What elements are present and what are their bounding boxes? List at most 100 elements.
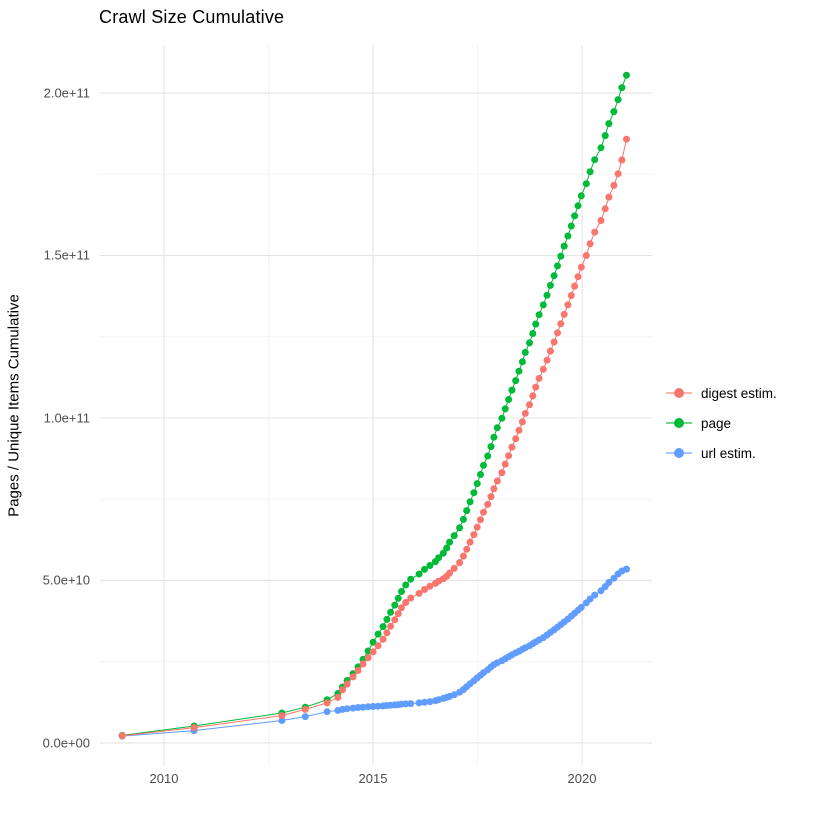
data-point <box>610 108 618 116</box>
data-point <box>577 603 585 611</box>
data-point <box>601 132 609 140</box>
data-point <box>415 589 423 597</box>
data-point <box>435 554 443 562</box>
data-point <box>618 156 626 164</box>
data-point <box>605 193 613 201</box>
data-point <box>564 301 572 309</box>
legend-dot-icon <box>674 418 684 428</box>
legend-key-url-estim <box>666 446 692 460</box>
data-point <box>618 84 626 92</box>
data-point <box>402 599 410 606</box>
data-point <box>539 301 547 309</box>
data-point <box>505 396 513 403</box>
data-point <box>554 329 561 337</box>
legend-label-digest-estim: digest estim. <box>701 385 777 401</box>
data-point <box>407 575 415 583</box>
data-point <box>529 392 537 400</box>
data-point <box>582 180 590 188</box>
data-point <box>591 156 599 164</box>
data-point <box>402 700 410 708</box>
data-point <box>515 367 523 375</box>
data-point <box>512 435 520 443</box>
data-point <box>518 418 526 426</box>
series-line-0 <box>122 139 627 737</box>
data-point <box>505 452 513 460</box>
data-point <box>487 493 495 501</box>
data-point <box>387 608 395 616</box>
data-point <box>450 532 458 540</box>
data-point <box>560 242 568 250</box>
y-tick-label-4: 2.0e+11 <box>43 85 90 101</box>
data-point <box>364 654 372 662</box>
data-point <box>501 460 509 468</box>
y-axis-title: Pages / Unique Items Cumulative <box>5 294 23 517</box>
chart-title: Crawl Size Cumulative <box>99 7 285 27</box>
x-tick-label-2015: 2015 <box>358 771 388 786</box>
data-point <box>334 693 342 701</box>
data-point <box>301 713 309 721</box>
y-tick-label-1: 5.0e+10 <box>42 572 90 588</box>
data-point <box>490 433 498 441</box>
data-point <box>601 205 609 213</box>
data-point <box>349 673 357 681</box>
data-point <box>398 588 405 595</box>
data-point <box>473 480 481 488</box>
data-point <box>605 120 613 128</box>
data-point <box>359 660 367 668</box>
data-point <box>571 212 579 220</box>
data-point <box>343 705 351 713</box>
data-point <box>550 272 558 280</box>
data-point <box>450 691 458 699</box>
data-point <box>407 594 415 602</box>
data-point <box>614 170 622 178</box>
data-point <box>515 426 523 434</box>
data-point <box>463 545 471 553</box>
data-point <box>379 623 387 631</box>
data-point <box>532 320 540 328</box>
data-point <box>591 228 599 236</box>
data-point <box>567 222 575 230</box>
data-point <box>521 348 529 356</box>
data-point <box>443 544 451 552</box>
data-point <box>477 471 484 478</box>
data-point <box>518 358 526 366</box>
data-point <box>473 523 481 531</box>
data-point <box>402 581 410 589</box>
data-point <box>480 508 487 516</box>
data-point <box>571 282 579 290</box>
data-point <box>394 594 402 602</box>
data-point <box>610 181 618 189</box>
y-tick-label-0: 0.0e+00 <box>42 735 90 751</box>
data-point <box>605 578 613 586</box>
data-point <box>278 712 286 720</box>
data-point <box>567 292 575 299</box>
data-point <box>550 338 558 346</box>
data-point <box>364 703 372 711</box>
data-point <box>374 642 382 650</box>
data-point <box>387 622 395 630</box>
data-point <box>470 489 478 497</box>
data-point <box>339 686 346 694</box>
data-point <box>301 705 309 713</box>
data-point <box>369 703 377 710</box>
legend-dot-icon <box>674 448 684 458</box>
y-tick-label-3: 1.5e+11 <box>43 247 90 263</box>
legend-key-page <box>666 416 692 430</box>
data-point <box>470 531 478 539</box>
data-point <box>391 616 399 624</box>
data-point <box>459 552 467 560</box>
data-point <box>498 469 506 477</box>
data-point <box>421 586 428 593</box>
data-point <box>463 507 471 515</box>
data-point <box>484 452 492 460</box>
data-point <box>359 703 367 711</box>
data-point <box>343 680 351 688</box>
data-point <box>374 702 382 710</box>
data-point <box>586 240 594 248</box>
data-point <box>323 708 331 716</box>
data-point <box>582 252 590 259</box>
data-point <box>623 71 630 79</box>
x-tick-label-2010: 2010 <box>149 771 179 786</box>
data-point <box>484 500 492 508</box>
